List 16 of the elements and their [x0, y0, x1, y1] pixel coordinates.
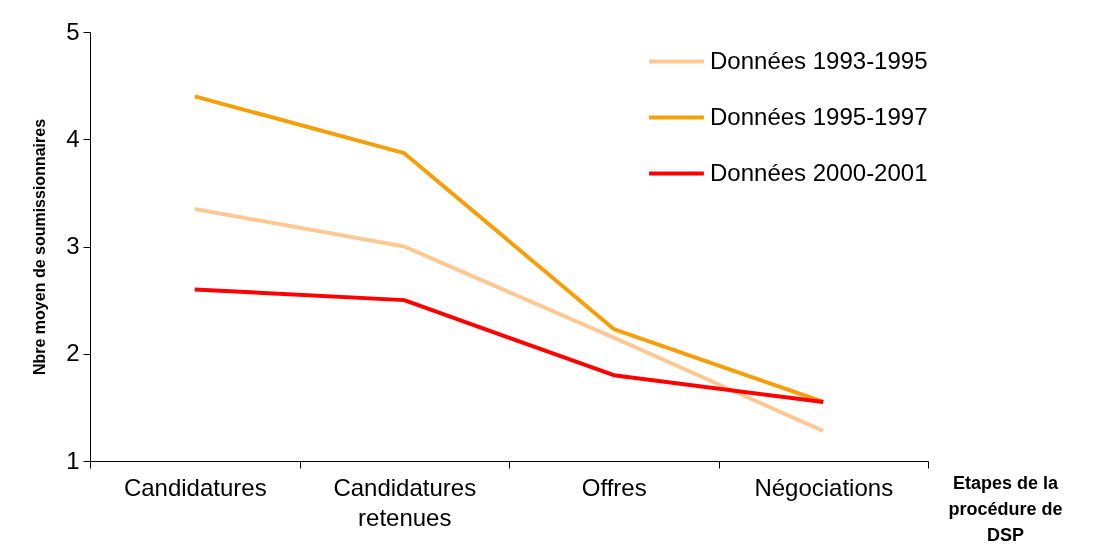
line-series	[192, 287, 826, 405]
y-axis-title: Nbre moyen de soumissionnaires	[31, 118, 49, 376]
x-tick-label: Candidatures retenues	[333, 473, 477, 531]
y-tick-label: 3	[66, 232, 80, 259]
y-tick-label: 2	[66, 339, 80, 367]
x-axis-title: Etapes de la procédure de DSP	[948, 472, 1063, 545]
legend-label: Données 1995-1997	[710, 102, 928, 130]
y-tick-label: 4	[66, 124, 80, 152]
x-tick-label: Candidatures	[123, 473, 267, 501]
x-tick-label: Offres	[581, 473, 647, 501]
y-tick-label: 5	[66, 17, 80, 45]
line-series	[192, 206, 826, 433]
legend-label: Données 1993-1995	[710, 46, 928, 74]
y-tick-label: 1	[66, 446, 80, 474]
legend-label: Données 2000-2001	[710, 158, 928, 186]
x-tick-label: Négociations	[754, 473, 894, 501]
